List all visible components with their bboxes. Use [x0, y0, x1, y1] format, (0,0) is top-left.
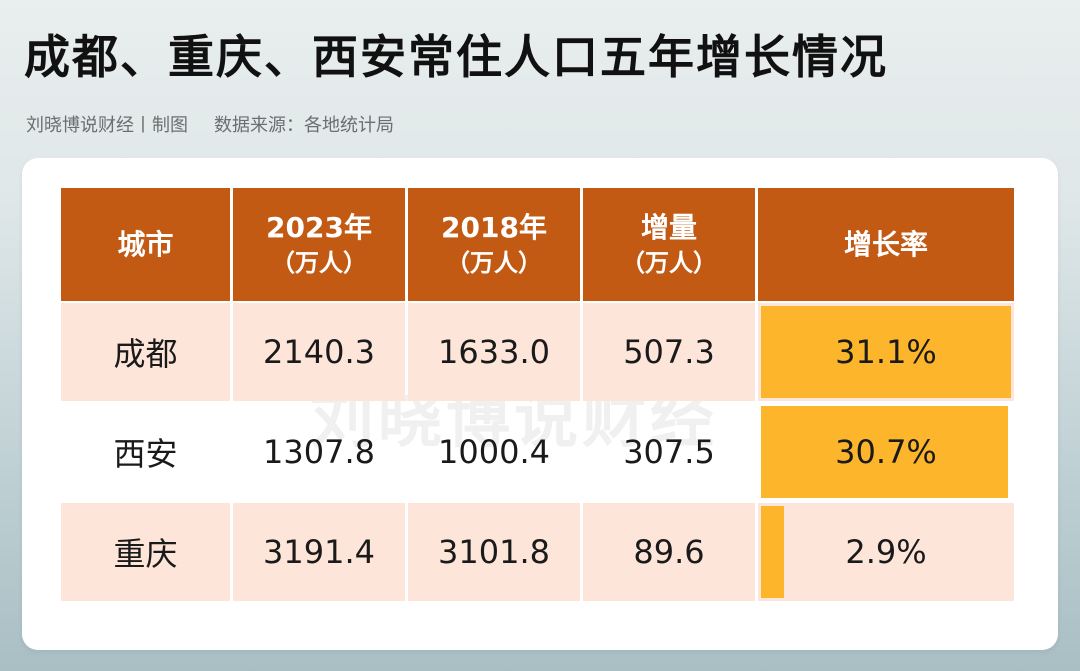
page-title: 成都、重庆、西安常住人口五年增长情况 [24, 30, 888, 84]
header-city: 城市 [61, 188, 230, 301]
cell-rate: 30.7% [758, 403, 1014, 501]
cell-pop-2023: 3191.4 [233, 503, 405, 601]
rate-label: 30.7% [835, 433, 937, 471]
header-city-label: 城市 [117, 227, 174, 261]
cell-pop-2018: 1000.4 [438, 433, 550, 471]
table-row: 西安 1307.8 1000.4 307.5 30.7% [61, 403, 1014, 501]
rate-label: 31.1% [835, 333, 937, 371]
header-2023: 2023年 （万人） [233, 188, 405, 301]
header-2018-unit: （万人） [446, 248, 542, 277]
credit-text: 刘晓博说财经丨制图 [26, 115, 188, 136]
table-row: 重庆 3191.4 3101.8 89.6 2.9% [61, 503, 1014, 601]
cell-city: 成都 [61, 303, 230, 401]
cell-increase: 307.5 [623, 433, 715, 471]
subtitle: 刘晓博说财经丨制图 数据来源：各地统计局 [26, 111, 394, 137]
table-header-row: 城市 2023年 （万人） 2018年 （万人） 增量 （万人） 增长率 [61, 188, 1014, 301]
header-rate-label: 增长率 [843, 227, 928, 261]
rate-bar [761, 506, 784, 598]
cell-increase: 89.6 [583, 503, 755, 601]
cell-rate: 2.9% [758, 503, 1014, 601]
cell-pop-2023: 2140.3 [233, 303, 405, 401]
rate-bar [761, 406, 1008, 498]
cell-city: 重庆 [61, 503, 230, 601]
cell-city: 西安 [113, 435, 178, 473]
table-row: 成都 2140.3 1633.0 507.3 31.1% [61, 303, 1014, 401]
rate-bar [761, 306, 1011, 398]
header-increase: 增量 （万人） [583, 188, 755, 301]
header-increase-label: 增量 [640, 210, 697, 244]
header-2023-unit: （万人） [271, 248, 367, 277]
header-rate: 增长率 [758, 188, 1014, 301]
cell-pop-2018: 3101.8 [408, 503, 580, 601]
header-2018: 2018年 （万人） [408, 188, 580, 301]
cell-pop-2023: 1307.8 [263, 433, 375, 471]
header-increase-unit: （万人） [621, 248, 717, 277]
cell-pop-2018: 1633.0 [408, 303, 580, 401]
population-table: 城市 2023年 （万人） 2018年 （万人） 增量 （万人） 增长率 成都 214… [58, 186, 1017, 603]
cell-increase: 507.3 [583, 303, 755, 401]
header-2023-label: 2023年 [266, 210, 372, 244]
source-text: 数据来源：各地统计局 [214, 115, 394, 136]
rate-label: 2.9% [845, 533, 927, 571]
cell-rate: 31.1% [758, 303, 1014, 401]
header-2018-label: 2018年 [441, 210, 547, 244]
